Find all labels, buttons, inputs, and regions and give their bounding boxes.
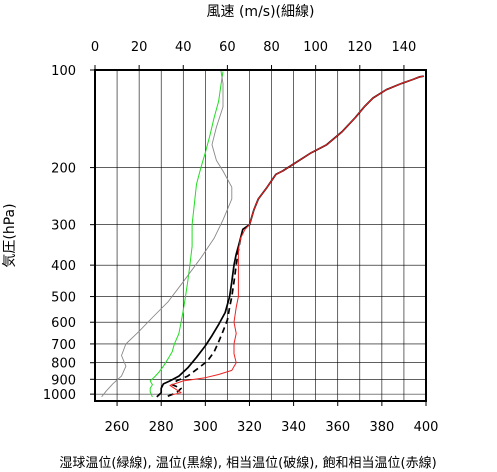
grid-lines xyxy=(94,69,427,401)
top-axis-label: 風速 (m/s)(細線) xyxy=(207,4,315,20)
y-axis-label: 気圧(hPa) xyxy=(2,203,18,267)
bottom-tick-label-260: 260 xyxy=(105,420,130,435)
y-tick-label-200: 200 xyxy=(51,162,76,177)
y-tick-label-700: 700 xyxy=(51,338,76,353)
series-line-2 xyxy=(167,237,242,397)
y-tick-label-300: 300 xyxy=(51,219,76,234)
top-tick-label-80: 80 xyxy=(263,40,280,55)
bottom-tick-label-340: 340 xyxy=(281,420,306,435)
bottom-axis-label: 湿球温位(緑線), 温位(黒線), 相当温位(破線), 飽和相当温位(赤線) xyxy=(59,455,436,471)
top-tick-label-120: 120 xyxy=(347,40,372,55)
top-tick-label-140: 140 xyxy=(392,40,417,55)
series-line-0 xyxy=(149,71,224,398)
y-tick-label-600: 600 xyxy=(51,316,76,331)
bottom-tick-label-400: 400 xyxy=(414,420,439,435)
bottom-tick-label-320: 320 xyxy=(237,420,262,435)
y-tick-label-500: 500 xyxy=(51,291,76,306)
axis-ticks xyxy=(90,65,427,406)
series-line-4 xyxy=(101,69,233,398)
series-line-3 xyxy=(169,75,424,396)
y-tick-label-900: 900 xyxy=(51,373,76,388)
y-tick-label-1000: 1000 xyxy=(43,388,76,403)
top-tick-label-40: 40 xyxy=(175,40,192,55)
top-tick-label-20: 20 xyxy=(131,40,148,55)
plot-frame xyxy=(94,69,427,402)
y-tick-label-400: 400 xyxy=(51,259,76,274)
bottom-tick-label-360: 360 xyxy=(325,420,350,435)
bottom-tick-label-280: 280 xyxy=(149,420,174,435)
top-tick-label-100: 100 xyxy=(303,40,328,55)
y-tick-label-100: 100 xyxy=(51,64,76,79)
bottom-tick-label-300: 300 xyxy=(193,420,218,435)
top-tick-label-0: 0 xyxy=(91,40,99,55)
bottom-tick-label-380: 380 xyxy=(369,420,394,435)
top-tick-label-60: 60 xyxy=(219,40,236,55)
series-line-1 xyxy=(156,75,424,398)
tick-labels: 0 20 40 60 80 100 120 140 260 280 300 320 340 360 380 4… xyxy=(43,40,439,435)
series-lines xyxy=(101,69,424,398)
y-tick-label-800: 800 xyxy=(51,357,76,372)
